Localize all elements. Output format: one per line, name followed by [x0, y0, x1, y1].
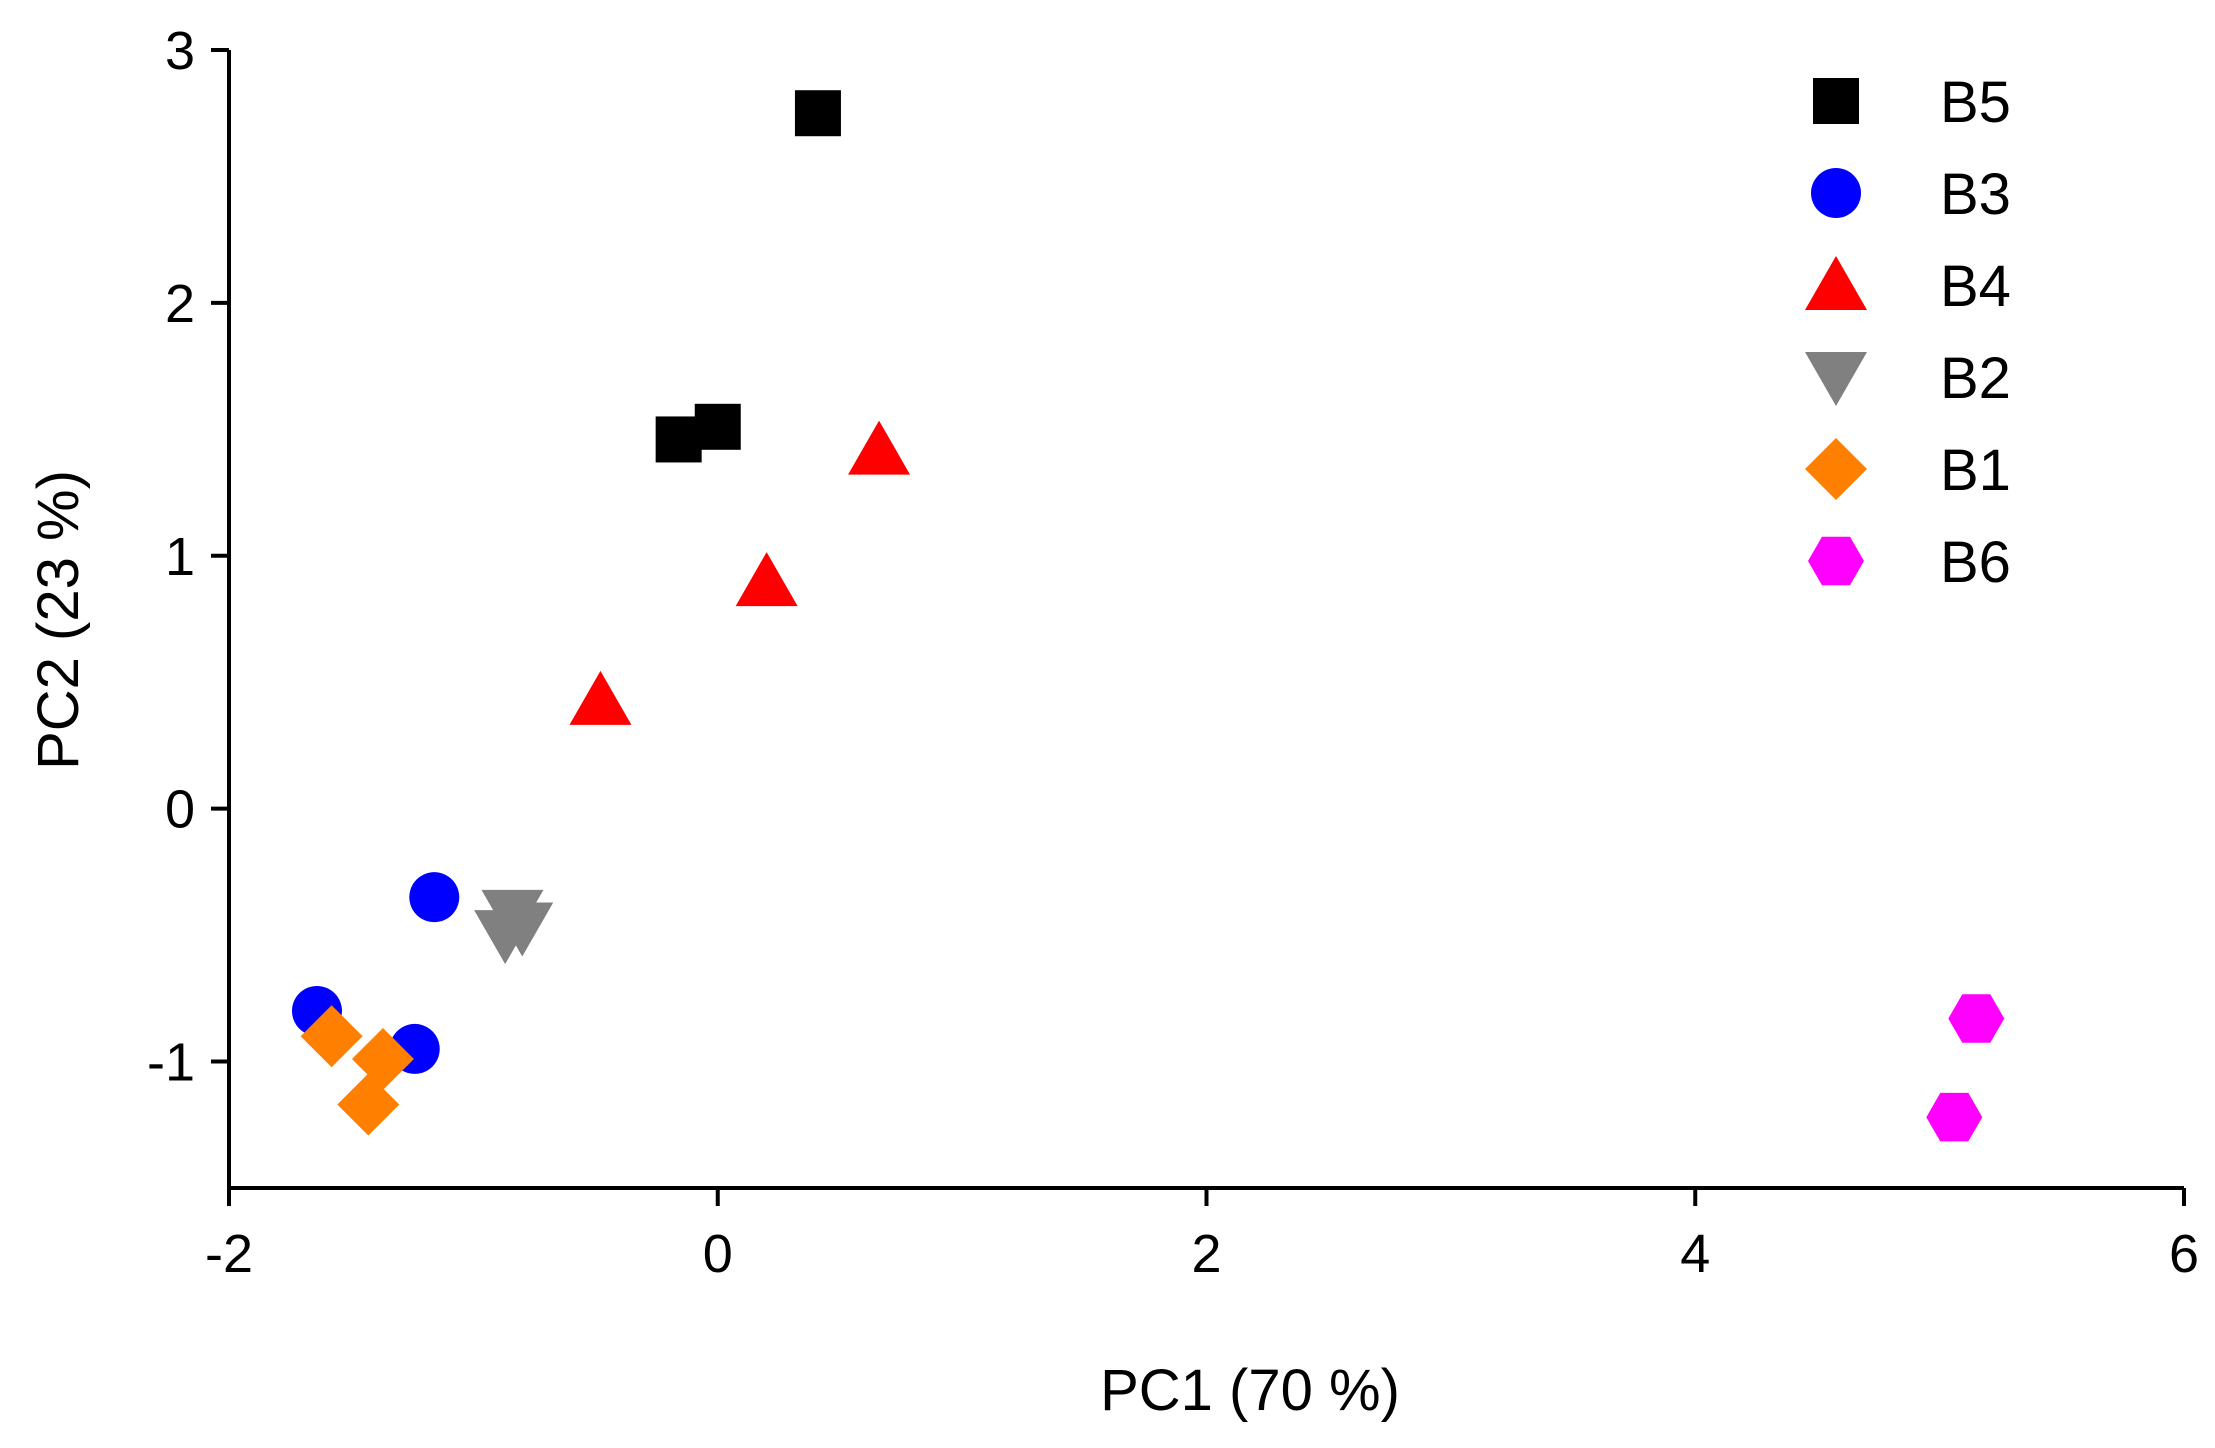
y-tick-label: 0 — [165, 780, 195, 840]
legend-marker-b1 — [1805, 438, 1867, 500]
y-tick-label: 3 — [165, 21, 195, 81]
legend-label-b3: B3 — [1940, 162, 2011, 227]
legend-label-b2: B2 — [1940, 346, 2011, 411]
legend-item-b5: B5 — [1813, 70, 2011, 135]
axes — [227, 50, 2184, 1190]
series-b4 — [569, 420, 911, 725]
x-tick-label: 2 — [1191, 1224, 1221, 1284]
legend-marker-b6 — [1808, 536, 1864, 586]
legend-label-b5: B5 — [1940, 70, 2011, 135]
data-point-b5 — [655, 416, 702, 463]
data-point-b4 — [569, 670, 632, 725]
legend-marker-b2 — [1805, 352, 1867, 406]
legend-item-b4: B4 — [1805, 254, 2011, 319]
y-tick-label: 2 — [165, 274, 195, 334]
legend-label-b1: B1 — [1940, 438, 2011, 503]
y-axis-ticks: -1 0 1 2 3 — [147, 21, 229, 1093]
legend-label-b4: B4 — [1940, 254, 2011, 319]
data-points — [291, 90, 2005, 1142]
data-point-b1 — [300, 1005, 363, 1068]
legend-marker-b5 — [1813, 78, 1859, 124]
y-tick-label: 1 — [165, 527, 195, 587]
x-tick-label: -2 — [205, 1224, 253, 1284]
series-b5 — [655, 90, 841, 463]
legend-item-b2: B2 — [1805, 346, 2011, 411]
y-axis-title: PC2 (23 %) — [26, 470, 91, 770]
data-point-b2 — [491, 902, 554, 957]
x-axis-ticks: -2 0 2 4 6 — [205, 1188, 2199, 1284]
data-point-b1 — [337, 1073, 400, 1136]
x-axis-title: PC1 (70 %) — [1100, 1358, 1400, 1423]
legend-item-b1: B1 — [1805, 438, 2011, 503]
legend-item-b6: B6 — [1808, 530, 2011, 595]
legend-label-b6: B6 — [1940, 530, 2011, 595]
series-b1 — [300, 1005, 414, 1136]
series-b6 — [1926, 994, 2005, 1142]
y-tick-label: -1 — [147, 1033, 195, 1093]
data-point-b6 — [1926, 1092, 1983, 1142]
legend: B5 B3 B4 B2 B1 B6 — [1805, 70, 2011, 595]
data-point-b5 — [694, 403, 741, 450]
x-tick-label: 4 — [1680, 1224, 1710, 1284]
axis-frame — [227, 50, 2184, 1190]
legend-marker-b4 — [1805, 256, 1867, 310]
x-tick-label: 6 — [2169, 1224, 2199, 1284]
series-b2 — [474, 889, 554, 965]
legend-marker-b3 — [1811, 168, 1861, 218]
data-point-b6 — [1948, 994, 2005, 1043]
x-tick-label: 0 — [703, 1224, 733, 1284]
data-point-b5 — [794, 90, 841, 137]
data-point-b3 — [409, 872, 460, 923]
data-point-b4 — [848, 420, 911, 475]
legend-item-b3: B3 — [1811, 162, 2011, 227]
data-point-b4 — [735, 552, 798, 607]
